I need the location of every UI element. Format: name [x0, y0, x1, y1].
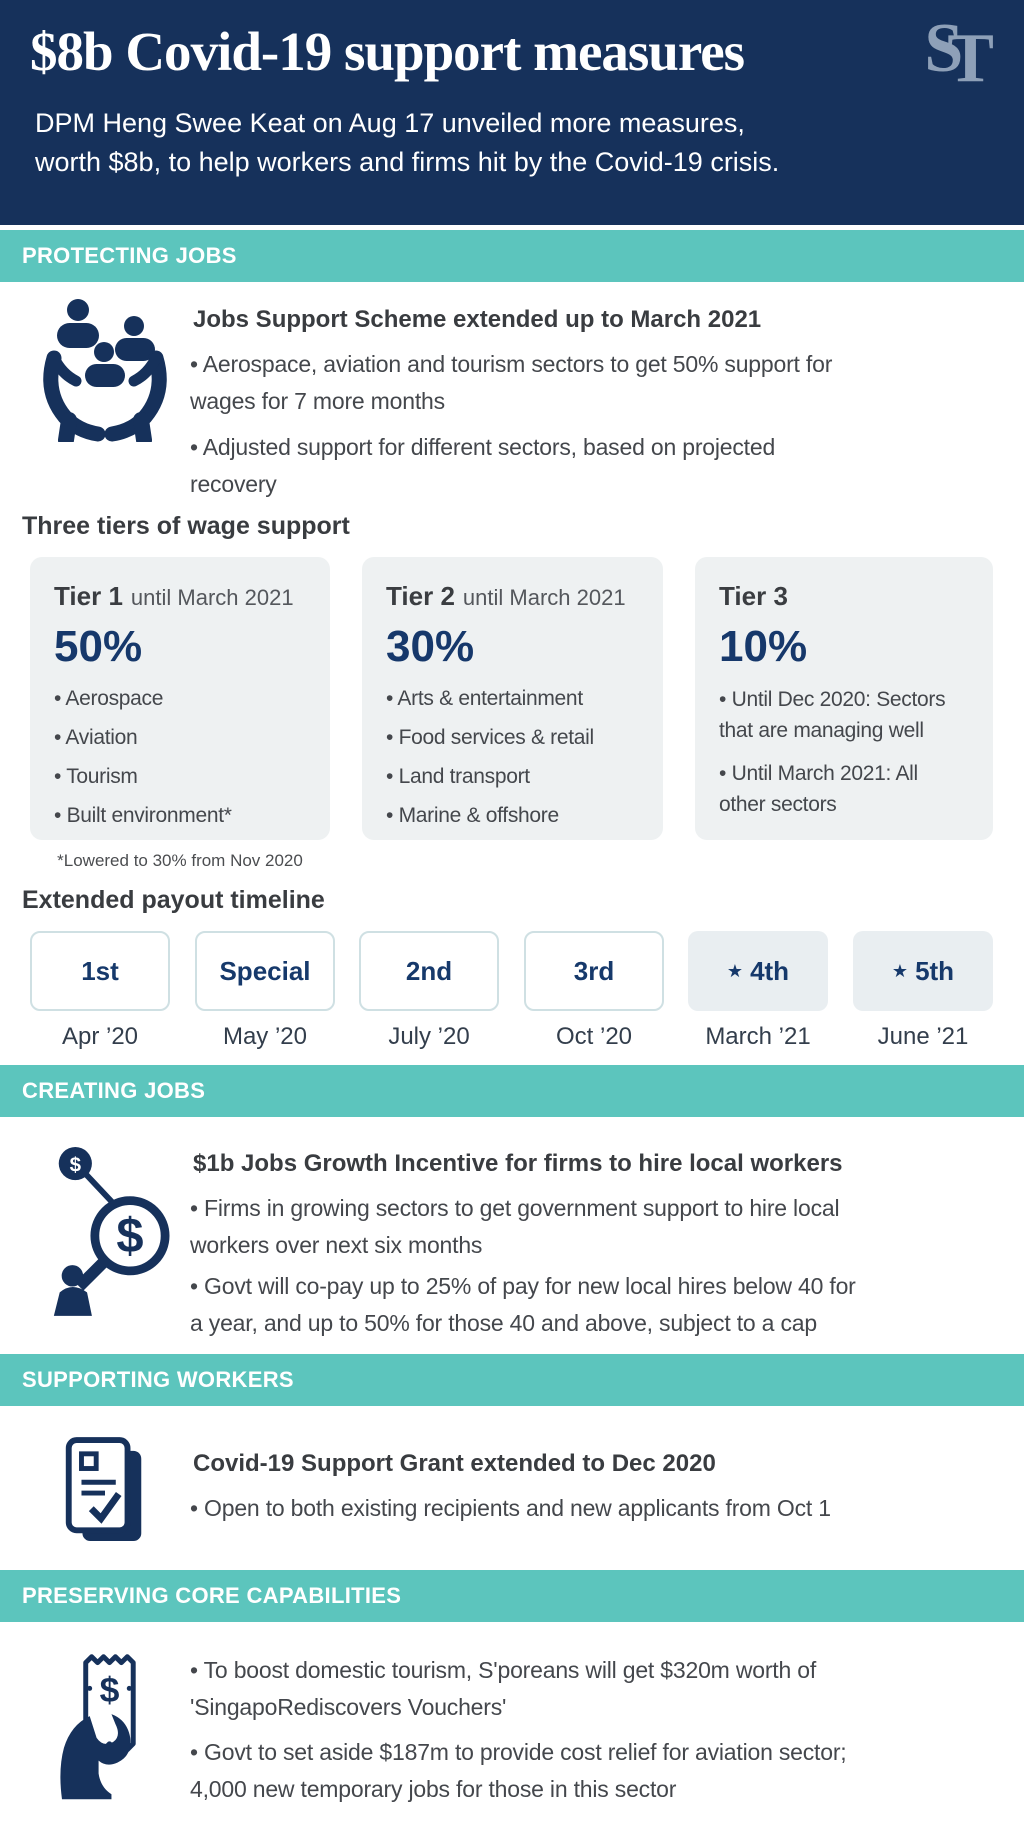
payout-date: Oct ’20: [555, 1023, 633, 1050]
svg-text:$: $: [116, 1209, 143, 1263]
payout-2nd: 2nd July ’20: [359, 931, 499, 1051]
tier-item: • Land transport: [386, 765, 530, 788]
section-band-label: SUPPORTING WORKERS: [22, 1367, 294, 1392]
payout-date: June ’21: [877, 1023, 969, 1050]
section-band-protecting-jobs: PROTECTING JOBS: [0, 230, 1024, 282]
tier-1-percent: 50%: [54, 622, 143, 671]
tier-2-card: Tier 2 until March 2021 30% • Arts & ente…: [362, 557, 663, 840]
payout-special: Special May ’20: [195, 931, 335, 1051]
tier-item: • Food services & retail: [386, 726, 594, 749]
logo-letter-t: T: [947, 20, 994, 97]
tier-item: • Tourism: [54, 765, 138, 788]
voucher-hand-icon: $: [60, 1654, 136, 1800]
section-band-label: PROTECTING JOBS: [22, 243, 237, 268]
payout-label: 2nd: [405, 955, 453, 986]
payout-box: 1st: [30, 931, 170, 1011]
document-check-icon: [65, 1437, 142, 1542]
tier-1-card: Tier 1 until March 2021 50% • Aerospace •…: [30, 557, 330, 840]
tier-3-title: Tier 3: [719, 581, 993, 612]
tier-item: • Until March 2021: All other sectors: [719, 762, 918, 816]
preserving-bullet-2: • Govt to set aside $187m to provide cos…: [190, 1739, 847, 1802]
jobs-support-scheme-heading: Jobs Support Scheme extended up to March…: [193, 306, 762, 333]
svg-text:$: $: [100, 1670, 120, 1710]
section-band-creating-jobs: CREATING JOBS: [0, 1065, 1024, 1117]
tier-name: Tier 2: [386, 581, 455, 611]
tier-name: Tier 3: [719, 581, 788, 611]
preserving-bullet-1: • To boost domestic tourism, S'poreans w…: [190, 1657, 817, 1720]
tier-1-items: • Aerospace • Aviation • Tourism • Built…: [54, 684, 330, 830]
payout-4th: ★ 4th March ’21: [688, 931, 828, 1051]
payout-box: 3rd: [524, 931, 664, 1011]
tiers-heading: Three tiers of wage support: [22, 512, 350, 540]
tier-2-title: Tier 2 until March 2021: [386, 581, 663, 612]
support-grant-heading: Covid-19 Support Grant extended to Dec 2…: [193, 1450, 716, 1477]
tier-item: • Until Dec 2020: Sectors that are manag…: [719, 688, 946, 742]
jobs-growth-heading: $1b Jobs Growth Incentive for firms to h…: [193, 1150, 843, 1177]
dollar-magnifier-person-icon: $ $: [53, 1146, 170, 1316]
tier-qualifier: until March 2021: [462, 585, 626, 610]
payout-label: 3rd: [573, 955, 615, 986]
star-icon: ★: [726, 960, 744, 981]
support-grant-bullet-1: • Open to both existing recipients and n…: [190, 1495, 831, 1521]
tier-1-title: Tier 1 until March 2021: [54, 581, 330, 612]
logo-letter-s: S: [924, 10, 964, 87]
tier-name: Tier 1: [54, 581, 123, 611]
subtitle: DPM Heng Swee Keat on Aug 17 unveiled mo…: [35, 108, 780, 177]
payout-box: Special: [195, 931, 335, 1011]
payout-date: March ’21: [705, 1023, 811, 1050]
tier-item: • Marine & offshore: [386, 804, 559, 827]
tier-item: • Arts & entertainment: [386, 687, 583, 710]
tier-item: • Aviation: [54, 726, 138, 749]
star-icon: ★: [891, 960, 909, 981]
tier-2-items: • Arts & entertainment • Food services &…: [386, 684, 663, 830]
payout-box: ★ 5th: [853, 931, 993, 1011]
jobs-growth-bullet-1: • Firms in growing sectors to get govern…: [190, 1195, 840, 1258]
payout-3rd: 3rd Oct ’20: [524, 931, 664, 1051]
payout-date: May ’20: [222, 1023, 308, 1050]
tier-3-percent: 10%: [719, 622, 808, 671]
section-band-preserving-core: PRESERVING CORE CAPABILITIES: [0, 1570, 1024, 1622]
tier-footnote: *Lowered to 30% from Nov 2020: [57, 851, 303, 870]
payout-label: 4th: [750, 955, 790, 986]
tier-3-card: Tier 3 10% • Until Dec 2020: Sectors tha…: [695, 557, 993, 840]
payout-box: 2nd: [359, 931, 499, 1011]
people-in-hands-icon: [43, 299, 167, 442]
jobs-growth-bullet-2: • Govt will co-pay up to 25% of pay for …: [190, 1273, 856, 1336]
tier-2-percent: 30%: [386, 622, 475, 671]
payout-5th: ★ 5th June ’21: [853, 931, 993, 1051]
jobs-support-bullet-2: • Adjusted support for different sectors…: [190, 434, 776, 497]
payout-date: July ’20: [388, 1023, 470, 1050]
section-band-supporting-workers: SUPPORTING WORKERS: [0, 1354, 1024, 1406]
payout-date: Apr ’20: [61, 1023, 139, 1050]
page-title: $8b Covid-19 support measures: [30, 21, 745, 82]
straits-times-logo: ST: [924, 14, 994, 94]
payout-box: ★ 4th: [688, 931, 828, 1011]
tier-3-items: • Until Dec 2020: Sectors that are manag…: [719, 684, 993, 820]
svg-text:$: $: [70, 1153, 82, 1176]
timeline-heading: Extended payout timeline: [22, 886, 325, 914]
tier-qualifier: until March 2021: [130, 585, 294, 610]
section-band-label: CREATING JOBS: [22, 1078, 206, 1103]
payout-label: 5th: [915, 955, 955, 986]
payout-label: Special: [219, 955, 311, 986]
tier-item: • Built environment*: [54, 804, 232, 827]
jobs-support-bullet-1: • Aerospace, aviation and tourism sector…: [190, 351, 833, 414]
header: $8b Covid-19 support measures ST DPM Hen…: [0, 0, 1024, 225]
payout-1st: 1st Apr ’20: [30, 931, 170, 1051]
tier-item: • Aerospace: [54, 687, 164, 710]
section-band-label: PRESERVING CORE CAPABILITIES: [22, 1583, 402, 1608]
payout-label: 1st: [81, 955, 119, 986]
